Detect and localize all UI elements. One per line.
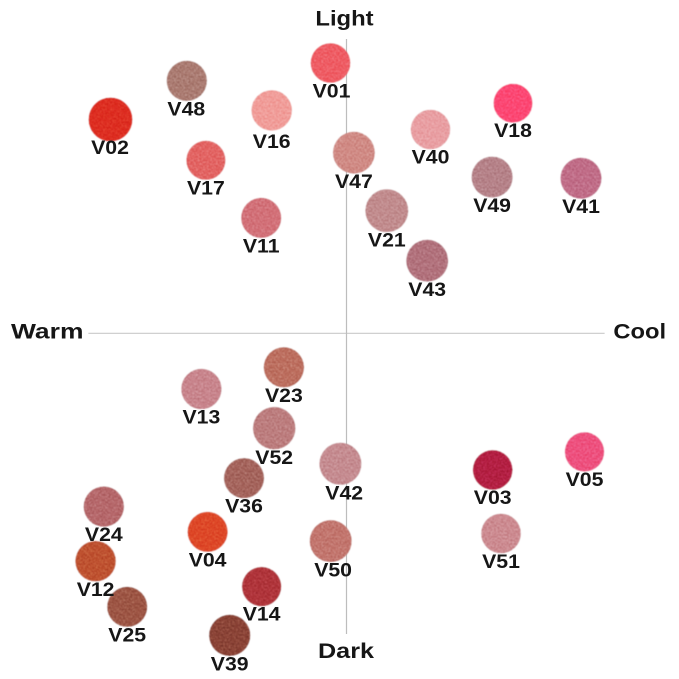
- svg-text:V12: V12: [77, 580, 115, 601]
- svg-text:V40: V40: [412, 147, 450, 168]
- svg-text:V03: V03: [474, 488, 512, 509]
- svg-text:V23: V23: [265, 386, 303, 407]
- svg-text:V24: V24: [85, 525, 123, 546]
- svg-text:V04: V04: [189, 550, 227, 571]
- svg-text:V17: V17: [187, 178, 225, 199]
- svg-text:V13: V13: [183, 407, 221, 428]
- svg-text:V42: V42: [325, 483, 363, 504]
- svg-text:V16: V16: [253, 132, 291, 153]
- svg-text:V05: V05: [566, 470, 604, 491]
- svg-text:V49: V49: [473, 196, 511, 217]
- svg-text:V50: V50: [314, 560, 352, 581]
- svg-text:V41: V41: [562, 197, 600, 218]
- svg-text:Light: Light: [315, 7, 374, 30]
- svg-text:V39: V39: [211, 654, 249, 675]
- svg-text:V36: V36: [225, 496, 263, 517]
- svg-text:V18: V18: [494, 121, 532, 142]
- svg-text:V25: V25: [108, 625, 146, 646]
- svg-text:Dark: Dark: [318, 639, 374, 663]
- svg-text:V43: V43: [408, 280, 446, 301]
- svg-text:Cool: Cool: [613, 320, 666, 343]
- svg-text:V01: V01: [313, 81, 351, 102]
- svg-text:V48: V48: [167, 99, 205, 120]
- svg-text:Warm: Warm: [11, 320, 84, 344]
- svg-text:V52: V52: [255, 448, 293, 469]
- svg-text:V51: V51: [482, 552, 520, 573]
- svg-text:V02: V02: [91, 138, 129, 159]
- svg-text:V11: V11: [243, 236, 280, 257]
- svg-text:V14: V14: [243, 604, 281, 625]
- svg-text:V47: V47: [335, 172, 373, 193]
- svg-text:V21: V21: [368, 230, 406, 251]
